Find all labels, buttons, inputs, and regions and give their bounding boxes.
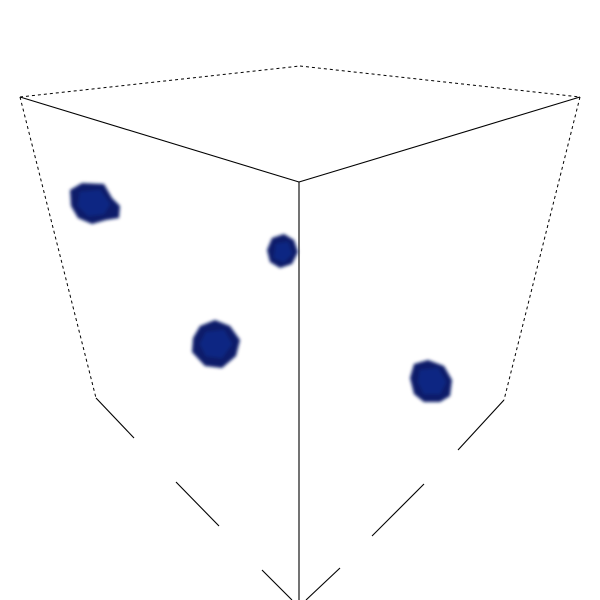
front-edge-bottom-right-c <box>305 567 341 600</box>
front-edge-bottom-left-b <box>175 481 220 527</box>
blob-1-core <box>78 190 110 216</box>
blob-4-core <box>418 368 446 394</box>
volume-blobs <box>70 183 452 402</box>
front-edge-top-left <box>19 96 300 183</box>
front-edge-bottom-right-b <box>371 483 425 537</box>
front-edge-bottom-left-c <box>261 569 293 600</box>
front-edge-bottom-right-a <box>457 399 505 451</box>
back-edge-top-left <box>19 65 301 98</box>
blob-2-core <box>274 242 292 262</box>
front-edge-top-right <box>298 96 581 183</box>
front-edge-bottom-left-a <box>95 397 135 439</box>
cube-front-edges <box>19 96 581 600</box>
back-edge-left-vertical <box>19 96 97 399</box>
back-edge-top-right <box>299 65 581 98</box>
cube-back-edges <box>19 65 581 401</box>
back-edge-right-vertical <box>503 96 581 401</box>
blob-3-core <box>200 330 232 358</box>
